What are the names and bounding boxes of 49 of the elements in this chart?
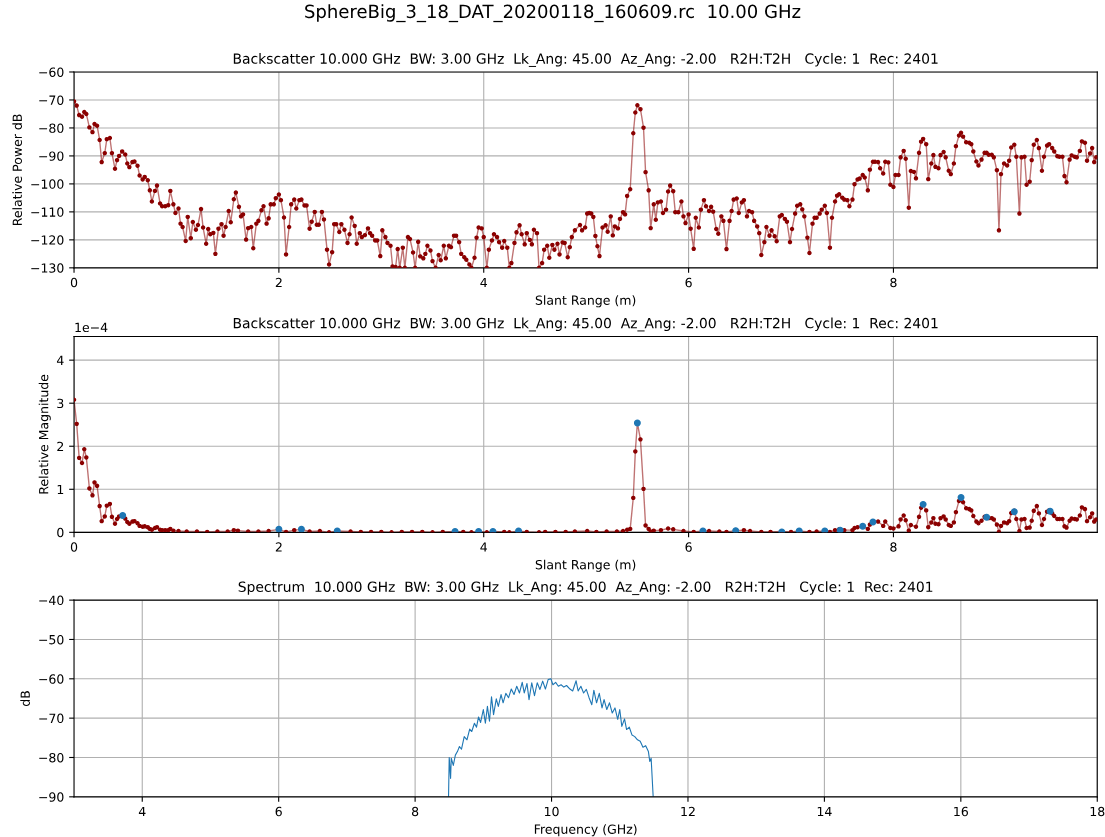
x-tick-label: 18 [1090, 806, 1105, 817]
y-tick-label: −100 [31, 179, 64, 189]
x-tick-label: 8 [411, 806, 419, 817]
x-tick-label: 6 [275, 806, 282, 817]
x-tick-label: 8 [890, 542, 897, 552]
x-tick-label: 4 [480, 277, 488, 288]
x-tick-label: 10 [544, 806, 559, 817]
y-tick-label: −40 [39, 595, 64, 606]
text: 1e−4 [75, 322, 108, 333]
y-tick-label: 0 [57, 527, 64, 538]
y-tick-label: 2 [57, 441, 64, 451]
x-tick-label: 12 [681, 806, 695, 817]
chart-title: Backscatter 10.000 GHz BW: 3.00 GHz Lk_Ang: 45.00 Az_Ang: -2.00 R2H:T2H Cycle: 1 Rec: 2401 [233, 53, 938, 67]
y-tick-label: −50 [39, 634, 64, 645]
line-series [447, 678, 654, 797]
x-tick-label: 6 [685, 542, 692, 552]
x-tick-label: 0 [70, 277, 78, 288]
x-tick-label: 14 [817, 806, 832, 817]
x-axis-title: Slant Range (m) [535, 295, 636, 308]
y-tick-label: 3 [57, 398, 64, 409]
x-tick-label: 8 [890, 277, 897, 288]
y-tick-label: −80 [39, 123, 64, 133]
chart-title: Spectrum 10.000 GHz BW: 3.00 GHz Lk_Ang: 45.00 Az_Ang: -2.00 R2H:T2H Cycle: 1 Rec: 2401 [238, 581, 933, 596]
y-tick-label: −70 [39, 95, 64, 105]
y-tick-label: −110 [31, 207, 64, 217]
y-axis-title: dB [20, 691, 30, 707]
x-axis-title: Frequency (GHz) [534, 824, 637, 837]
y-tick-label: −80 [39, 752, 64, 763]
x-tick-label: 2 [275, 542, 282, 552]
x-tick-label: 2 [275, 277, 282, 288]
y-tick-label: −60 [39, 674, 64, 684]
y-tick-label: −60 [39, 67, 64, 77]
y-tick-label: −90 [39, 792, 64, 802]
chart-title: Backscatter 10.000 GHz BW: 3.00 GHz Lk_Ang: 45.00 Az_Ang: -2.00 R2H:T2H Cycle: 1 Rec: 2401 [233, 317, 938, 332]
y-tick-label: −90 [39, 151, 64, 161]
y-tick-label: −130 [31, 263, 64, 273]
y-tick-label: −120 [31, 235, 64, 245]
x-tick-label: 4 [480, 542, 488, 552]
y-axis-title: Relative Power dB [12, 114, 22, 226]
x-tick-label: 6 [685, 277, 692, 288]
y-tick-label: 1 [57, 484, 64, 495]
x-tick-label: 4 [138, 806, 146, 817]
y-axis-title: Relative Magnitude [38, 374, 51, 494]
x-axis-title: Slant Range (m) [535, 559, 636, 572]
x-tick-label: 0 [70, 542, 78, 552]
x-tick-label: 16 [954, 806, 968, 817]
y-tick-label: −70 [39, 713, 64, 724]
y-tick-label: 4 [56, 355, 64, 365]
text: SphereBig_3_18_DAT_20200118_160609.rc 10.00 GHz [305, 4, 801, 23]
